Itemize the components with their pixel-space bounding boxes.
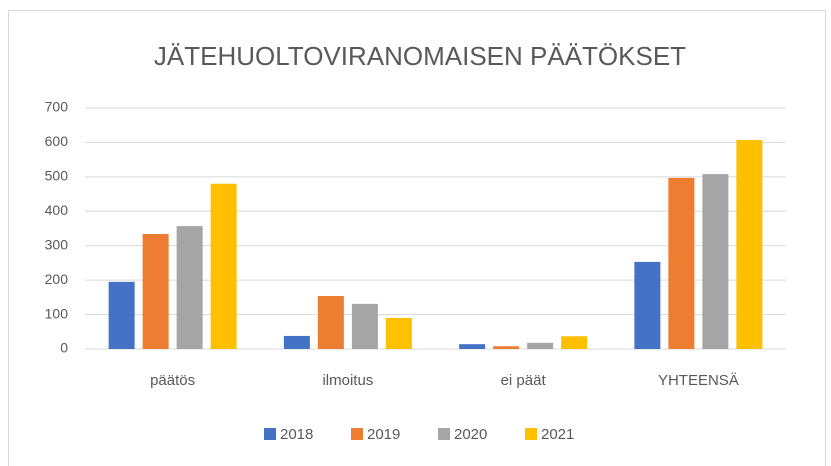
legend-label: 2019 [367, 426, 400, 443]
bar [108, 281, 135, 349]
y-tick-label: 0 [60, 340, 68, 356]
bar [142, 234, 169, 349]
x-tick-label: päätös [150, 372, 195, 389]
bar [634, 261, 661, 349]
legend-label: 2021 [541, 426, 574, 443]
y-tick-label: 700 [45, 99, 69, 115]
legend-swatch [264, 428, 276, 440]
x-tick-label: YHTEENSÄ [658, 372, 739, 389]
bar [385, 318, 412, 349]
legend-swatch [351, 428, 363, 440]
y-tick-label: 200 [45, 271, 69, 287]
y-tick-label: 100 [45, 305, 69, 321]
bar [176, 226, 203, 349]
y-tick-label: 500 [45, 168, 69, 184]
y-tick-label: 600 [45, 133, 69, 149]
x-tick-label: ei päät [501, 372, 547, 389]
legend-label: 2020 [454, 426, 487, 443]
bar [527, 342, 554, 349]
x-tick-label: ilmoitus [322, 372, 373, 389]
bar [283, 335, 310, 349]
bar [702, 174, 729, 349]
y-tick-label: 300 [45, 236, 69, 252]
y-tick-label: 400 [45, 202, 69, 218]
bar [736, 140, 763, 349]
legend-swatch [525, 428, 537, 440]
chart-title: JÄTEHUOLTOVIRANOMAISEN PÄÄTÖKSET [154, 41, 686, 71]
bar [561, 336, 588, 349]
bar [210, 183, 237, 349]
bar [459, 344, 486, 349]
bar [668, 177, 695, 349]
bar [493, 346, 520, 349]
legend-swatch [438, 428, 450, 440]
bar [317, 295, 344, 349]
bar [351, 303, 378, 349]
legend-label: 2018 [280, 426, 313, 443]
